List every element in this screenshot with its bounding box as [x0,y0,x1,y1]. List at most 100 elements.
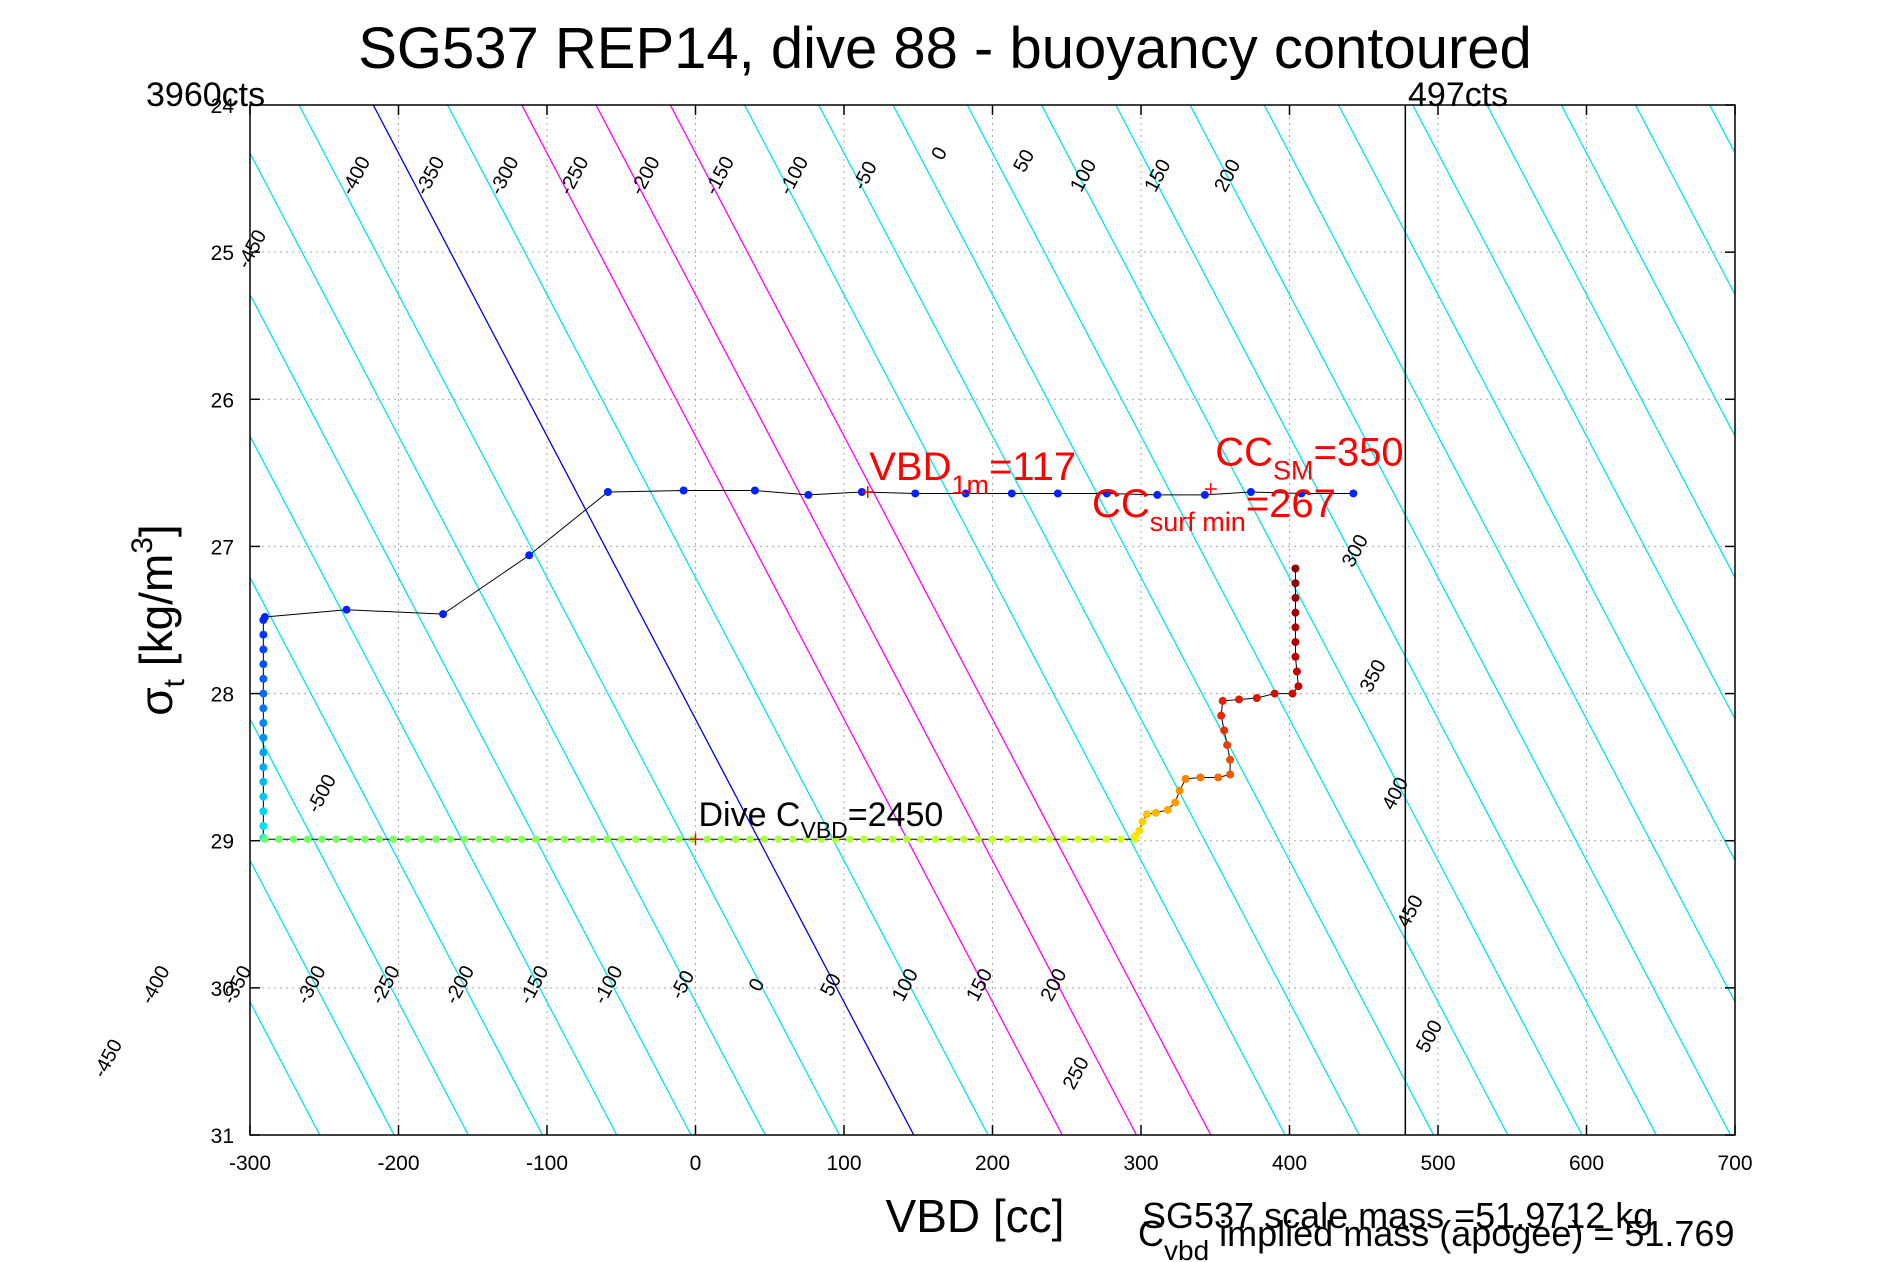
track-point [259,822,268,830]
track-point [1217,711,1226,720]
track-point [1163,805,1172,814]
track-point [1017,835,1025,844]
track-point [1175,786,1184,795]
contour-label: -100 [589,962,627,1008]
track-point [1131,832,1140,841]
track-point [903,835,911,844]
contour-label: 150 [962,965,997,1005]
track-point [1102,489,1111,498]
track-point [731,835,740,844]
track-point [1291,608,1300,617]
track-point [1059,835,1068,844]
track-point [259,660,268,669]
track-point [275,835,283,844]
track-point [259,733,268,742]
track-point [1226,755,1235,764]
track-point [631,835,640,844]
track-point [945,835,954,844]
track-point [259,748,268,757]
buoyancy-contours [250,105,1735,1135]
contour-line [250,717,469,1135]
contour-label: 50 [1009,146,1039,176]
x-tick-labels: -300 -200 -100 0 100 200 300 400 500 600 700 [229,1152,1753,1175]
track-point [375,835,383,844]
x-tick-label: 700 [1717,1152,1752,1175]
track-point [917,835,925,844]
track-point [417,835,426,844]
x-tick-label: 400 [1272,1152,1307,1175]
data-tracks [259,486,1358,844]
track-point [674,835,683,844]
contour-label: 0 [927,144,952,164]
track-point [774,835,783,844]
track-point [303,835,312,844]
contour-line [892,105,1435,1135]
track-point [911,489,920,498]
contour-label: 350 [1356,656,1391,696]
track-point [259,645,268,654]
annotation-value: =267 [1246,482,1336,526]
track-point [346,835,355,844]
y-tick-label: 28 [211,684,234,707]
track-point [717,835,726,844]
footer-implied-mass: Cvbd implied mass (apogee) = 51.769 [1138,1213,1734,1262]
track-point [560,835,569,844]
track-point [546,835,554,844]
track-point [1294,682,1303,691]
track-point [1291,623,1300,632]
track-point [1214,773,1223,782]
y-tick-label: 24 [211,95,235,118]
track-line-ascent [1134,568,1299,837]
contour-label: -300 [292,962,330,1008]
track-point [259,689,268,698]
track-point [318,835,326,844]
track-point [1053,489,1062,498]
track-point [1138,817,1147,826]
corner-label-left: 3960cts [146,76,265,114]
contour-line [1709,105,1735,155]
track-point [259,704,268,713]
track-point [1031,835,1039,844]
contour-line [743,105,1286,1135]
contour-label: -100 [775,153,813,199]
x-tick-label: 600 [1569,1152,1604,1175]
track-point [703,835,711,844]
y-tick-label: 25 [211,242,234,265]
track-point [1297,489,1306,498]
track-point [831,835,840,844]
track-point [603,487,612,496]
contour-line [250,434,618,1135]
track-point [460,835,469,844]
contour-line [298,105,841,1135]
annotation-value: =2450 [848,796,944,834]
contour-line [1337,105,1735,862]
track-point [1291,638,1300,647]
track-point [259,792,268,801]
x-axis-label: VBD [cc] [886,1190,1065,1242]
contour-line [1560,105,1735,438]
track-point [1007,489,1016,498]
track-point [589,835,597,844]
track-point [574,835,583,844]
contour-label: -150 [515,962,553,1008]
contour-label: -400 [136,962,174,1008]
contour-label: -450 [233,226,271,272]
annotation-label: VBD1m=117 [869,445,1076,500]
y-tick-label: 30 [211,978,234,1001]
track-point [1171,798,1180,807]
contour-label: -250 [367,962,405,1008]
contour-line [372,105,915,1135]
contour-line [595,105,1138,1135]
track-point [817,835,826,844]
track-point [760,835,768,844]
x-tick-label: -100 [526,1152,568,1175]
track-point [525,551,534,560]
track-point [1349,489,1358,498]
track-point [1223,741,1232,750]
contour-label: 200 [1036,965,1071,1005]
track-point [259,616,268,624]
track-point [1270,689,1279,698]
track-point [342,605,351,614]
